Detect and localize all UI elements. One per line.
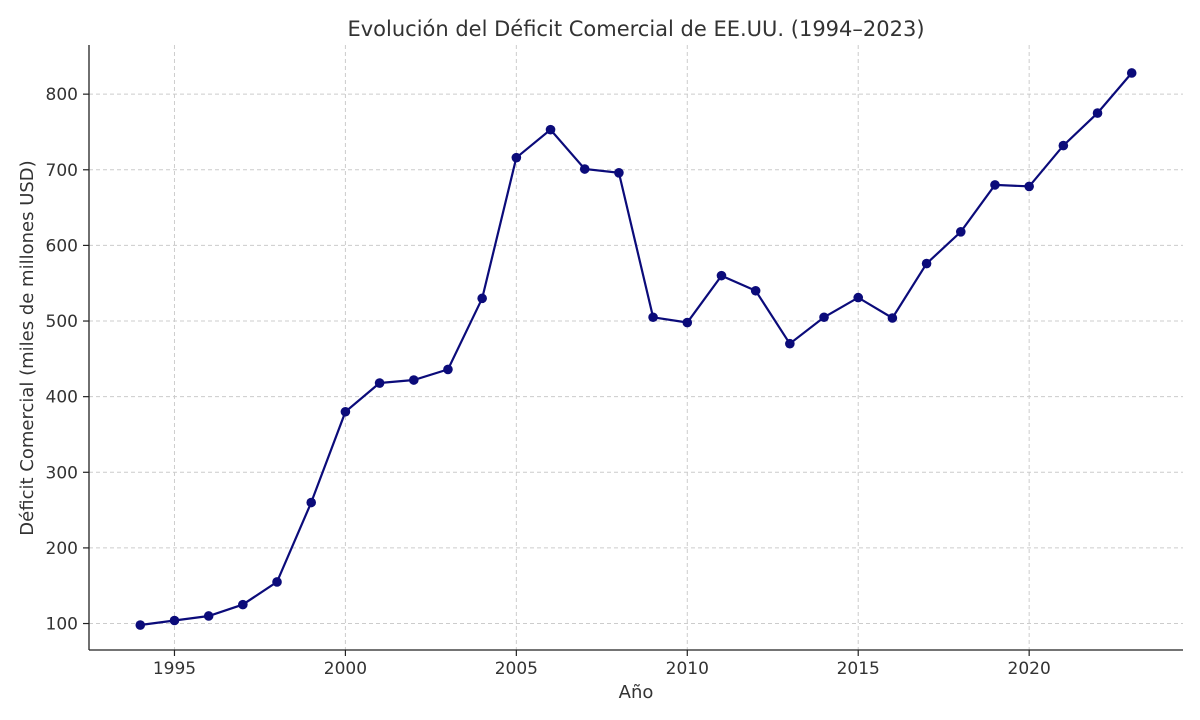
y-tick-label: 200	[46, 539, 78, 559]
x-axis-label: Año	[619, 682, 654, 703]
axis-ticks: 1995 2000 2005 2010 2015 2020 100 200 300 400 500 6…	[46, 85, 1051, 679]
y-tick-label: 100	[46, 615, 78, 635]
data-point	[272, 577, 282, 587]
y-tick-label: 800	[46, 85, 78, 105]
data-point	[477, 293, 487, 304]
y-tick-label: 500	[46, 312, 78, 332]
data-point	[238, 599, 248, 610]
y-tick-label: 600	[46, 236, 78, 256]
series-line	[140, 72, 1133, 627]
data-point	[648, 312, 658, 323]
x-tick-label: 2020	[1008, 659, 1051, 679]
x-tick-label: 1995	[153, 659, 196, 679]
y-axis-label: Déficit Comercial (miles de millones USD…	[17, 160, 38, 535]
data-point	[887, 313, 898, 323]
x-tick-label: 2015	[837, 659, 880, 679]
data-point	[374, 378, 385, 388]
data-point	[750, 285, 761, 296]
data-point	[614, 168, 624, 178]
data-point	[1126, 68, 1137, 78]
data-point	[921, 258, 932, 269]
x-tick-label: 2000	[324, 659, 367, 679]
data-point	[408, 375, 419, 385]
chart-title: Evolución del Déficit Comercial de EE.UU…	[347, 17, 924, 41]
data-points	[135, 68, 1137, 630]
y-tick-label: 400	[46, 388, 78, 408]
data-point	[169, 615, 180, 626]
data-point	[716, 270, 727, 281]
data-point	[340, 406, 351, 417]
x-tick-label: 2005	[495, 659, 538, 679]
data-point	[579, 164, 590, 174]
data-point	[990, 180, 1000, 190]
axes-frame	[88, 45, 1183, 651]
data-point	[955, 226, 966, 237]
data-point	[1058, 140, 1069, 151]
data-point	[682, 317, 693, 328]
y-tick-label: 700	[46, 161, 78, 181]
data-point	[1092, 108, 1103, 118]
data-point	[443, 364, 453, 375]
data-point	[853, 292, 864, 303]
data-point	[819, 312, 829, 323]
data-point	[135, 620, 146, 630]
grid-lines	[89, 45, 1183, 650]
y-tick-label: 300	[46, 463, 78, 483]
data-point	[545, 124, 556, 135]
data-point	[1024, 181, 1034, 192]
data-point	[203, 611, 214, 621]
data-point	[511, 152, 522, 163]
x-tick-label: 2010	[666, 659, 709, 679]
data-point	[785, 338, 795, 349]
data-point	[306, 497, 317, 508]
